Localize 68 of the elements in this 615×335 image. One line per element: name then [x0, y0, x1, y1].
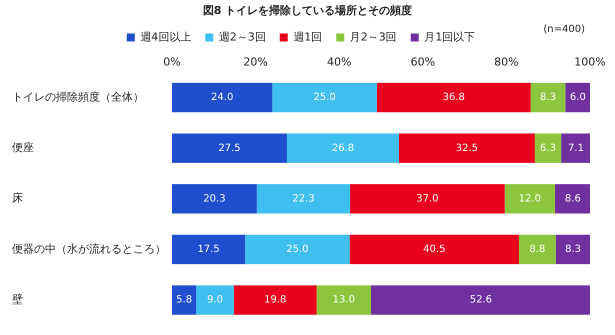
- data-label: 6.3: [540, 142, 556, 154]
- y-tick-label: 壁: [12, 292, 23, 306]
- x-tick-label: 20%: [243, 55, 268, 68]
- legend-label: 週4回以上: [140, 30, 192, 44]
- y-tick-label: トイレの掃除頻度（全体）: [12, 90, 144, 104]
- data-label: 20.3: [203, 193, 226, 204]
- bar: [172, 133, 287, 163]
- bar: [376, 82, 531, 112]
- data-label: 32.5: [456, 142, 478, 154]
- data-label: 13.0: [332, 294, 355, 306]
- bar: [172, 285, 196, 315]
- data-label: 52.6: [470, 294, 492, 306]
- y-tick-label: 便座: [12, 141, 34, 154]
- bar: [286, 133, 399, 163]
- x-tick-label: 0%: [163, 55, 181, 68]
- data-label: 26.8: [332, 142, 354, 154]
- bar: [196, 285, 234, 315]
- y-tick-label: 便器の中（水が流れるところ）: [12, 242, 166, 256]
- bar: [530, 82, 566, 112]
- legend-label: 週1回: [293, 30, 322, 44]
- data-label: 24.0: [211, 92, 234, 104]
- bar: [504, 184, 555, 214]
- data-label: 22.3: [292, 193, 315, 204]
- bar: [565, 82, 590, 112]
- bar: [534, 133, 562, 163]
- data-label: 19.8: [264, 294, 286, 306]
- x-tick-label: 100%: [574, 55, 606, 68]
- data-label: 8.8: [529, 244, 546, 256]
- legend-label: 月2～3回: [350, 30, 397, 44]
- text: (n=400): [543, 24, 585, 35]
- data-label: 17.5: [197, 244, 220, 256]
- chart-title: 図8 トイレを掃除している場所とその頻度: [202, 3, 414, 18]
- data-label: 9.0: [207, 294, 224, 306]
- bar: [370, 285, 590, 315]
- x-tick-label: 40%: [326, 55, 352, 68]
- x-tick-label: 60%: [410, 55, 436, 68]
- data-label: 36.8: [442, 92, 465, 104]
- y-tick-label: 床: [12, 192, 23, 205]
- bar: [316, 285, 371, 315]
- bar: [172, 234, 246, 264]
- data-label: 8.6: [564, 193, 581, 204]
- bar: [172, 184, 257, 214]
- bar: [256, 184, 350, 214]
- x-tick-label: 80%: [494, 55, 519, 68]
- data-label: 27.5: [218, 142, 241, 154]
- legend-label: 月1回以下: [424, 30, 476, 44]
- data-label: 12.0: [518, 193, 541, 204]
- bar: [272, 82, 377, 112]
- bar: [245, 234, 350, 264]
- bar: [172, 82, 272, 112]
- data-label: 37.0: [416, 193, 439, 204]
- data-label: 8.3: [540, 92, 556, 104]
- data-label: 5.8: [176, 294, 192, 306]
- bar: [561, 133, 590, 163]
- data-label: 8.3: [565, 244, 582, 256]
- data-label: 6.0: [570, 92, 586, 104]
- bar: [554, 184, 590, 214]
- bar: [556, 234, 590, 264]
- data-label: 40.5: [423, 244, 446, 256]
- data-label: 25.0: [286, 244, 309, 256]
- data-label: 25.0: [313, 92, 336, 104]
- bar: [234, 285, 317, 315]
- bar: [350, 184, 505, 214]
- legend-label: 週2～3回: [218, 30, 266, 44]
- bar: [398, 133, 535, 163]
- bar: [350, 234, 519, 264]
- data-label: 7.1: [568, 142, 584, 154]
- bar: [518, 234, 556, 264]
